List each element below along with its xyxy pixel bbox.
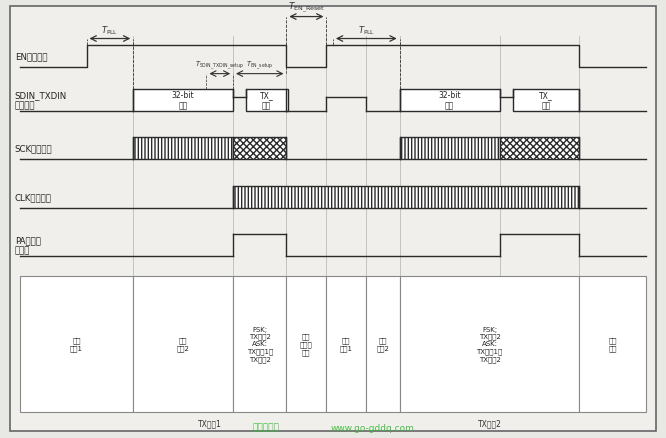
Text: FSK;
TX模式2
ASK:
TX模式1和
TX模式2: FSK; TX模式2 ASK: TX模式1和 TX模式2 (246, 326, 273, 362)
Bar (400, 276, 579, 412)
Text: TX模式1: TX模式1 (198, 418, 222, 427)
Text: 32-bit
配置: 32-bit 配置 (438, 91, 461, 110)
Bar (579, 276, 646, 412)
Bar (500, 138, 579, 160)
Bar (400, 138, 500, 160)
Bar (326, 276, 366, 412)
Text: www.go-gddq.com: www.go-gddq.com (331, 423, 415, 431)
Text: FSK;
TX模式2
ASK:
TX模式1和
TX模式2: FSK; TX模式2 ASK: TX模式1和 TX模式2 (476, 326, 503, 362)
Text: CLK（输出）: CLK（输出） (15, 193, 51, 201)
Text: SDIN_TXDIN
（输入）: SDIN_TXDIN （输入） (15, 91, 67, 110)
Text: PA（输出
功率）: PA（输出 功率） (15, 236, 41, 255)
Bar (233, 276, 286, 412)
Bar (233, 138, 286, 160)
Bar (133, 90, 233, 112)
Bar (246, 90, 288, 112)
Text: $T_{\mathrm{EN\_setup}}$: $T_{\mathrm{EN\_setup}}$ (246, 60, 274, 72)
Text: 启动
模式2: 启动 模式2 (176, 337, 190, 351)
Text: 32-bit
配置: 32-bit 配置 (172, 91, 194, 110)
Text: $T_{\mathrm{PLL}}$: $T_{\mathrm{PLL}}$ (101, 25, 119, 37)
Text: 复位
寄存器
模式: 复位 寄存器 模式 (300, 333, 313, 355)
Bar (366, 276, 400, 412)
Bar (233, 186, 579, 208)
Text: $T_{\mathrm{SDIN\_TXDIN\_setup}}$: $T_{\mathrm{SDIN\_TXDIN\_setup}}$ (195, 60, 244, 72)
Text: EN（输入）: EN（输入） (15, 53, 47, 61)
Bar (20, 276, 133, 412)
Bar (133, 276, 233, 412)
Text: 关断
模式: 关断 模式 (609, 337, 617, 351)
Text: TX_
数据: TX_ 数据 (539, 91, 553, 110)
Text: SCK（输入）: SCK（输入） (15, 145, 52, 153)
Text: $T_{\mathrm{PLL}}$: $T_{\mathrm{PLL}}$ (358, 25, 375, 37)
Bar (133, 138, 233, 160)
Bar (513, 90, 579, 112)
Text: TX_
数据: TX_ 数据 (260, 91, 273, 110)
Text: $T_{\mathrm{EN\_Reset}}$: $T_{\mathrm{EN\_Reset}}$ (288, 1, 325, 15)
Text: 启动
模式1: 启动 模式1 (70, 337, 83, 351)
Bar (286, 276, 326, 412)
Text: 配置
模式2: 配置 模式2 (376, 337, 390, 351)
Bar (400, 90, 500, 112)
Text: 广电电器网: 广电电器网 (253, 423, 280, 431)
Text: 配置
模式1: 配置 模式1 (340, 337, 353, 351)
Text: TX模式2: TX模式2 (478, 418, 501, 427)
